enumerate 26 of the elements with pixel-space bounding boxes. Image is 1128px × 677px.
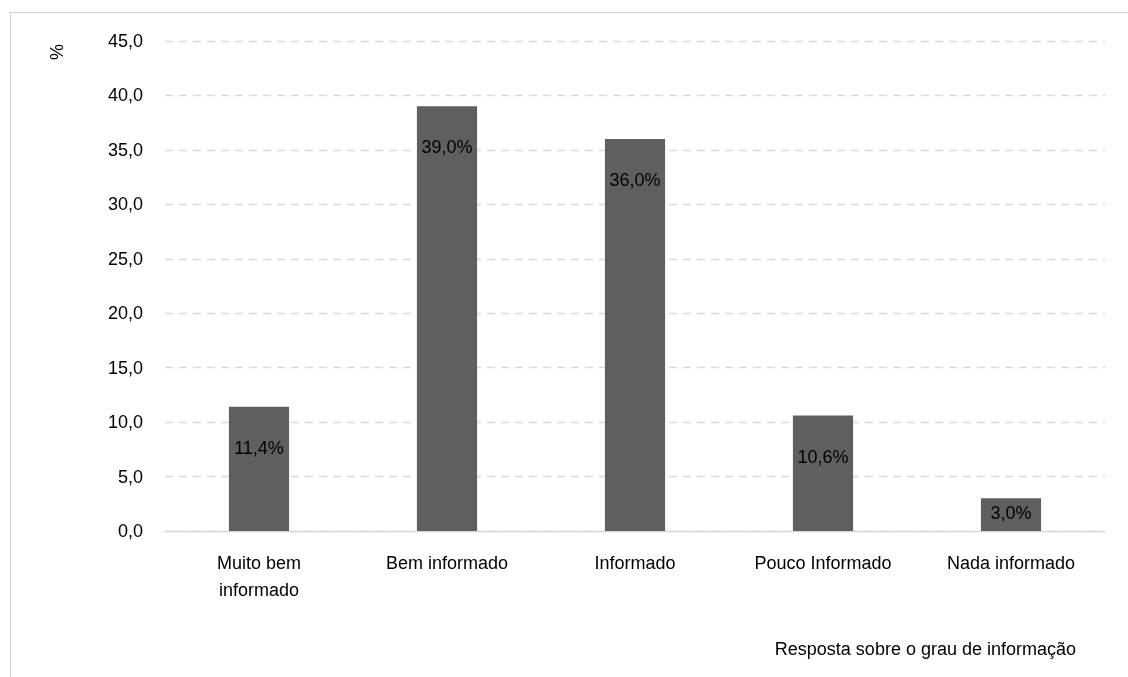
y-tick-label: 20,0 <box>107 303 143 324</box>
x-tick-label: Muito bem informado <box>216 552 302 600</box>
y-tick-label: 15,0 <box>107 357 143 378</box>
bar <box>416 106 478 531</box>
y-tick-label: 10,0 <box>107 412 143 433</box>
y-tick-label: 0,0 <box>117 521 143 541</box>
data-label: 3,0% <box>990 503 1032 524</box>
y-tick-label: 25,0 <box>107 248 143 269</box>
data-label: 36,0% <box>609 170 661 190</box>
y-axis-title: % <box>47 43 67 60</box>
y-tick-label: 35,0 <box>107 139 143 160</box>
y-tick-label: 45,0 <box>107 31 143 51</box>
y-tick-label: 30,0 <box>107 194 143 215</box>
data-label: 10,6% <box>797 446 849 467</box>
x-tick-label: Pouco Informado <box>754 552 892 573</box>
x-axis-title: Resposta sobre o grau de informação <box>774 639 1077 659</box>
x-tick-label: Nada informado <box>946 552 1076 573</box>
data-label: 39,0% <box>421 137 473 158</box>
y-tick-label: 5,0 <box>117 466 143 487</box>
x-tick-label: Informado <box>594 552 676 573</box>
bar <box>792 415 854 531</box>
bar <box>228 406 290 531</box>
data-label: 11,4% <box>234 437 284 458</box>
y-tick-label: 40,0 <box>107 85 143 106</box>
bar <box>604 139 666 531</box>
x-tick-label: Bem informado <box>385 552 509 573</box>
